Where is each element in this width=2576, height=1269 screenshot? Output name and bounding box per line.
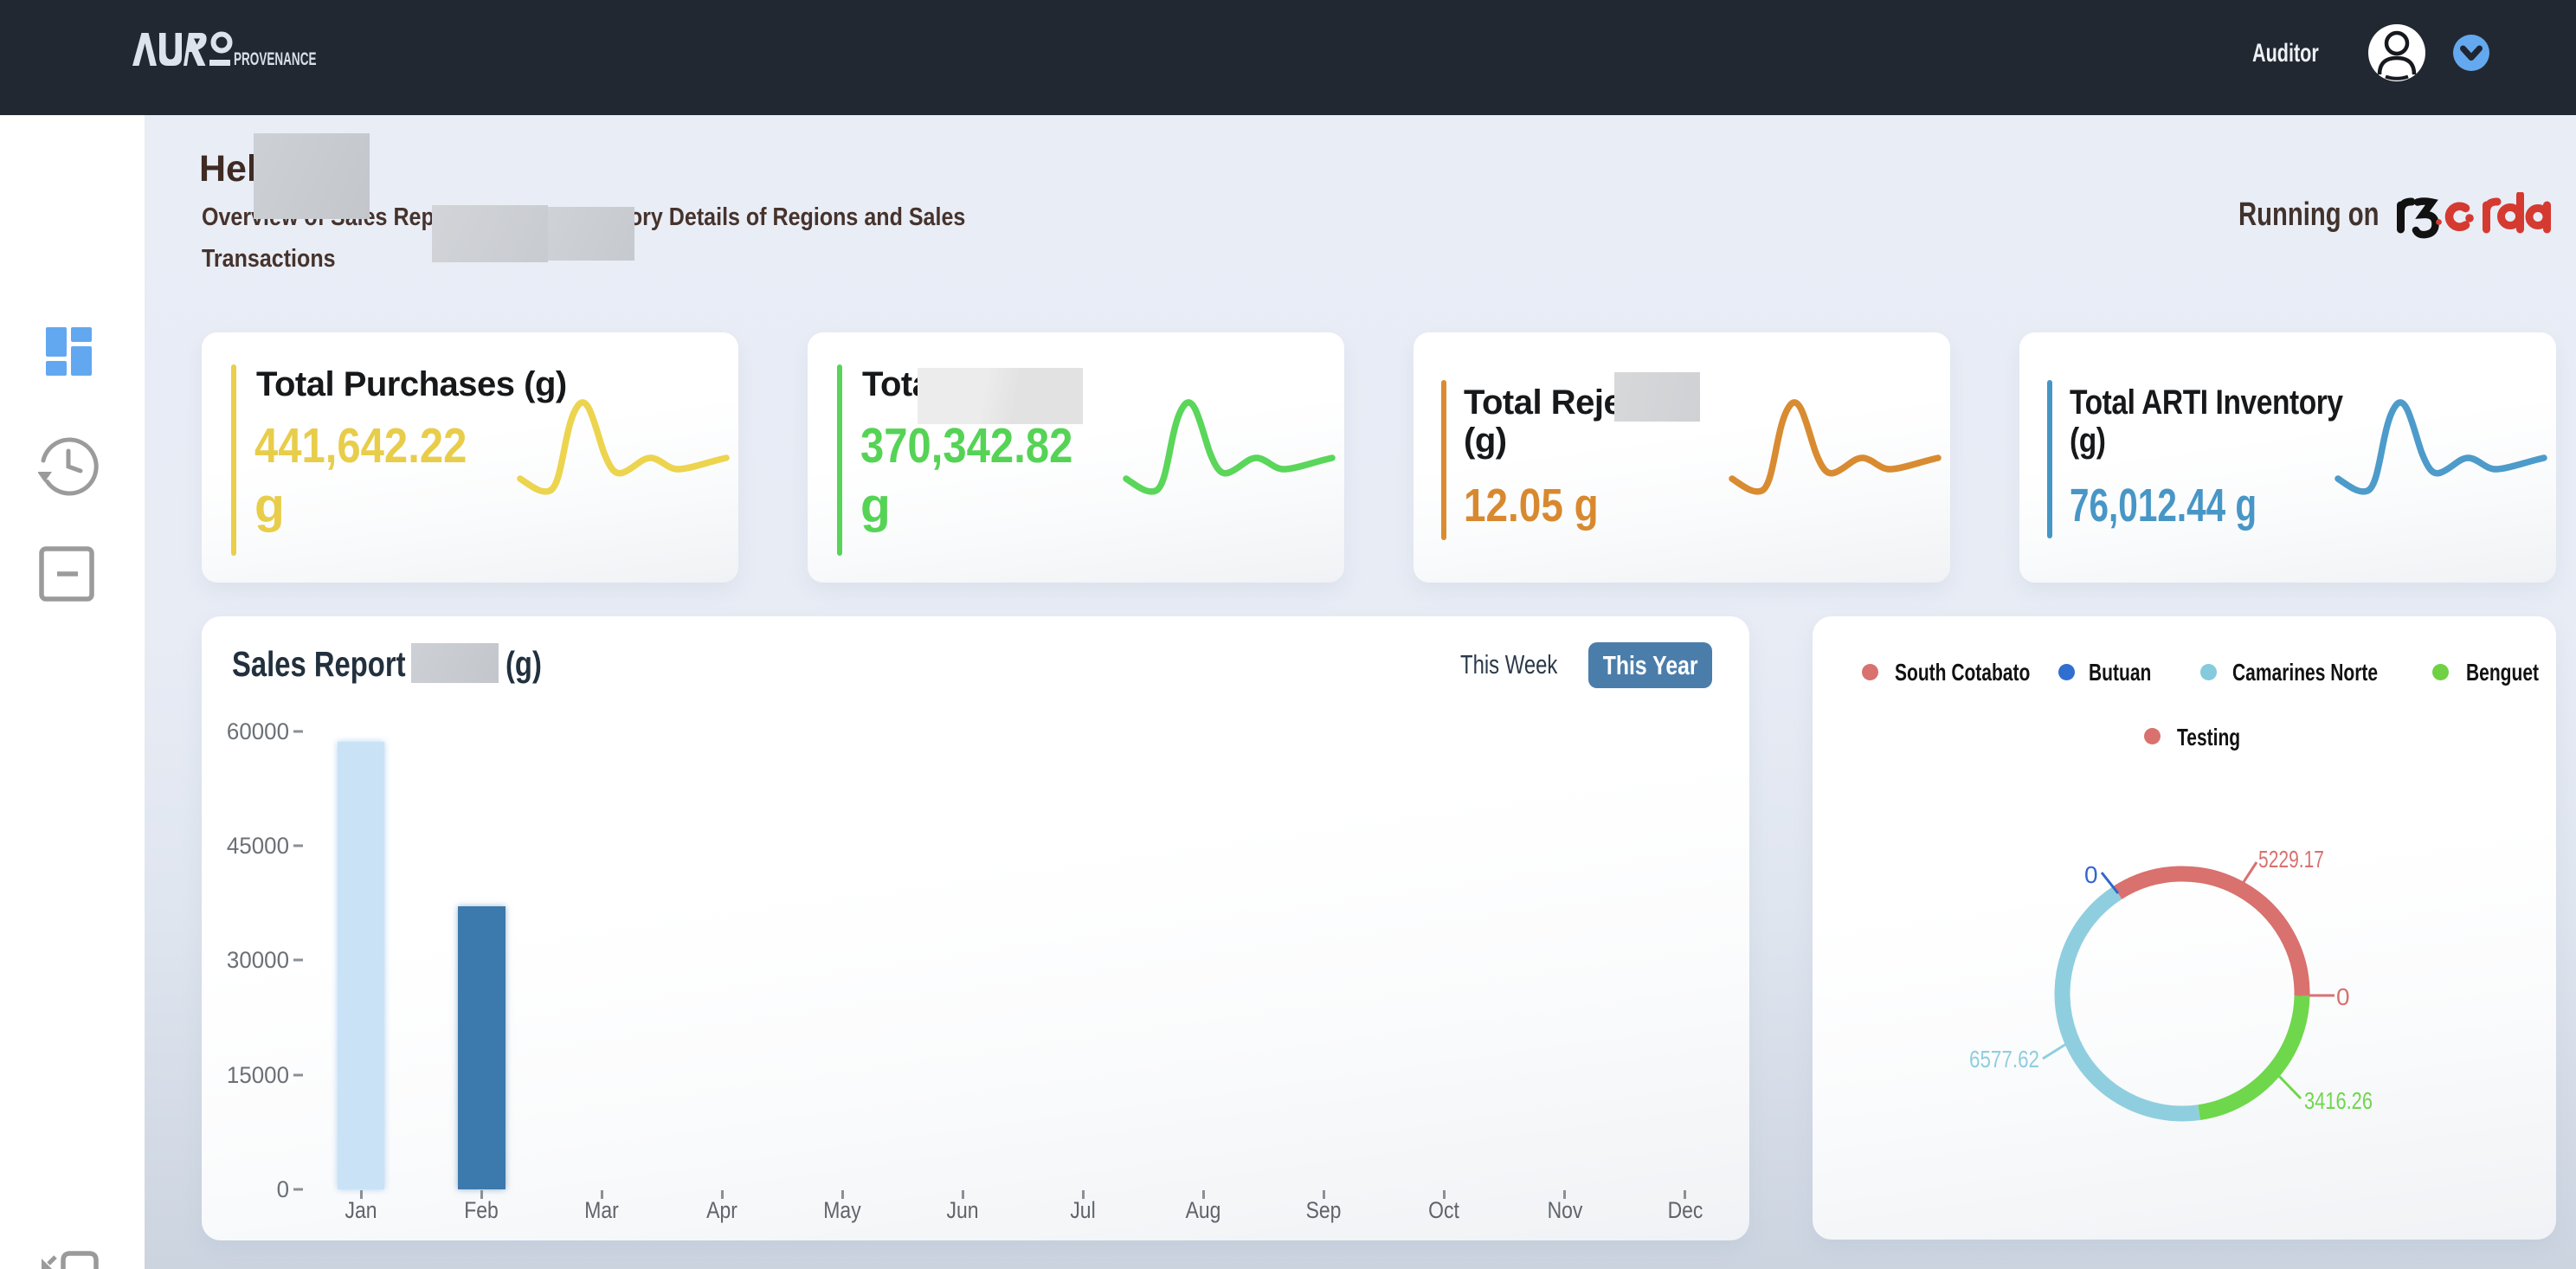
svg-text:0: 0 xyxy=(2084,861,2098,888)
svg-text:6577.62: 6577.62 xyxy=(1969,1046,2039,1073)
svg-text:5229.17: 5229.17 xyxy=(2258,846,2324,873)
svg-text:0: 0 xyxy=(2336,983,2350,1010)
svg-text:PROVENANCE: PROVENANCE xyxy=(234,48,317,69)
svg-text:3416.26: 3416.26 xyxy=(2304,1087,2373,1114)
